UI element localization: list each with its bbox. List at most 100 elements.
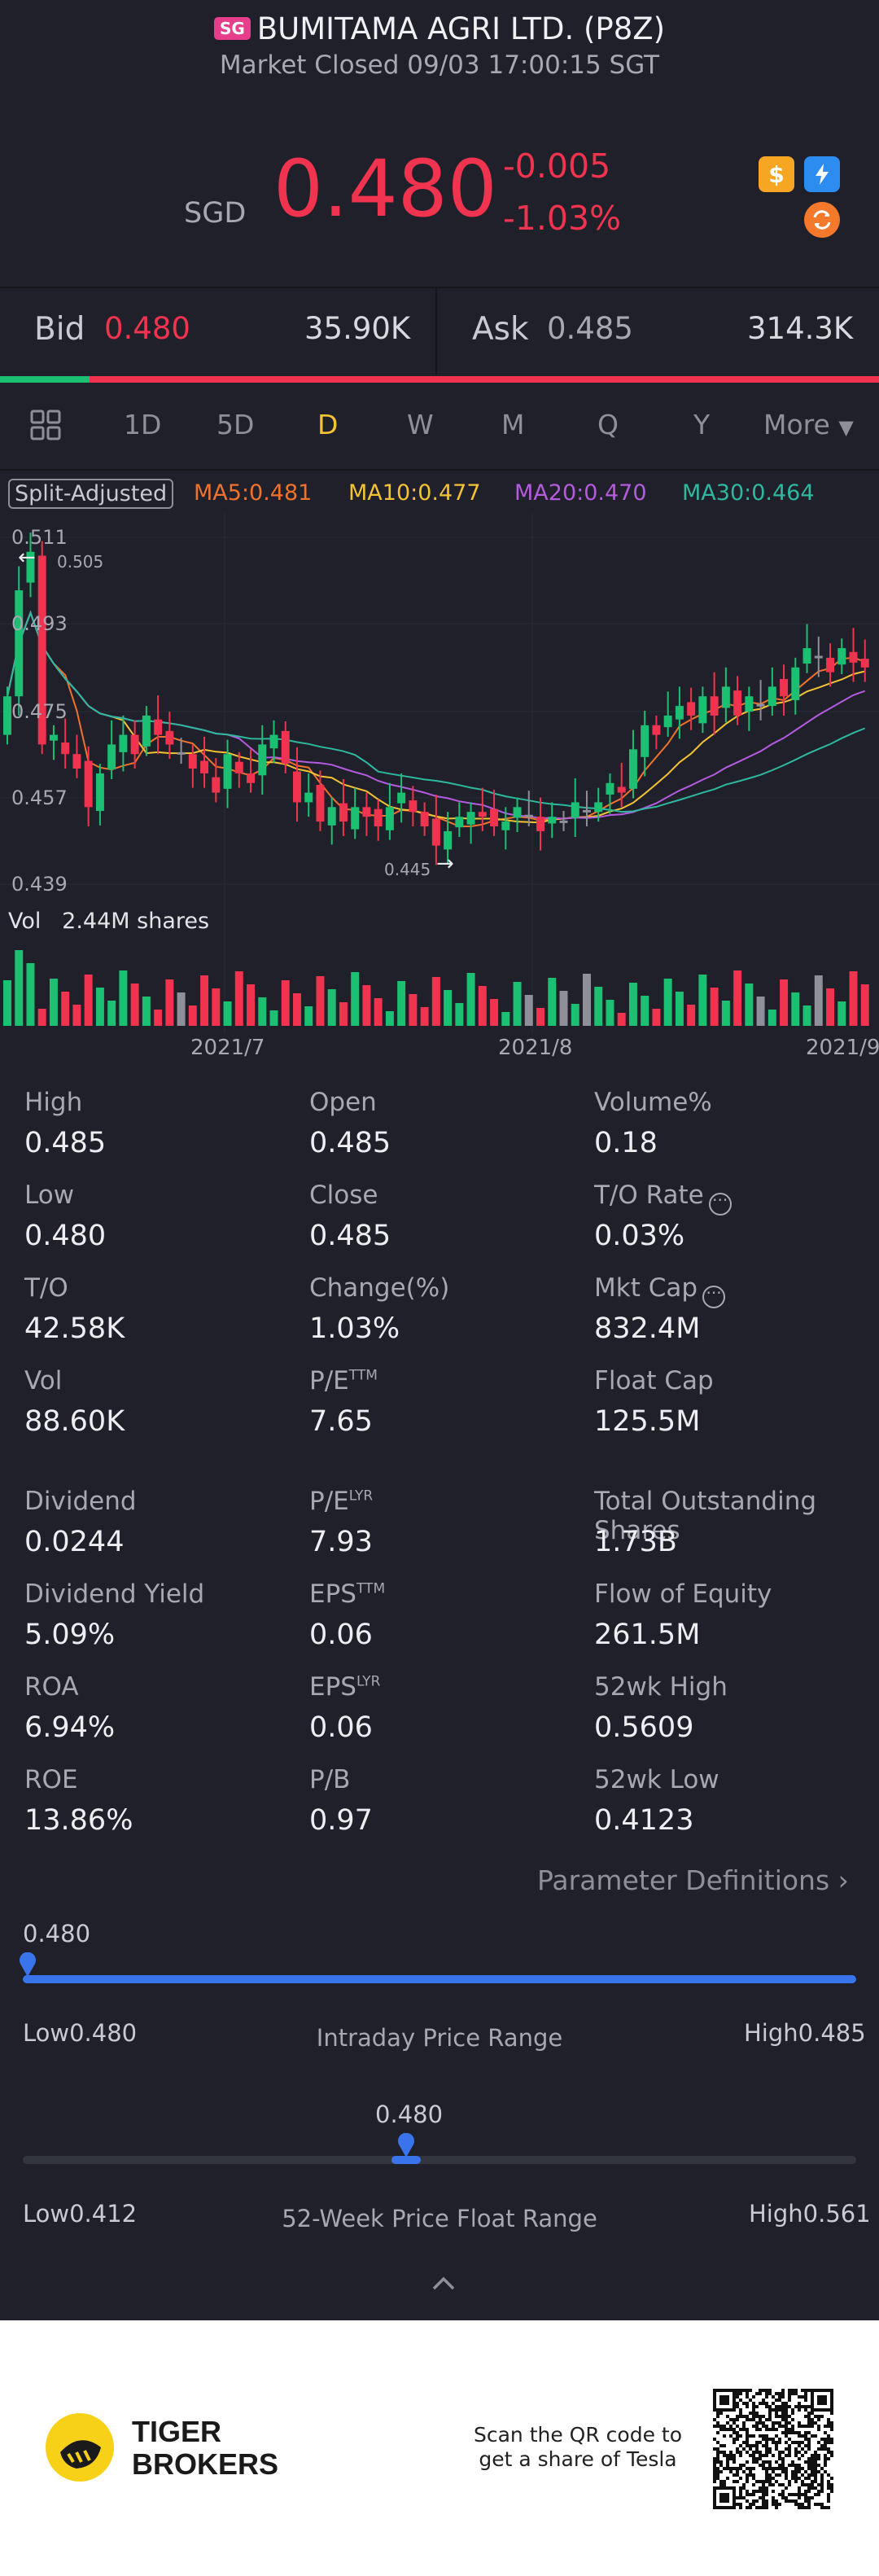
candle-body — [362, 807, 371, 817]
qr-module — [830, 2483, 833, 2486]
qr-module — [755, 2457, 759, 2460]
split-adjusted-toggle[interactable]: Split-Adjusted — [8, 479, 174, 509]
qr-module — [765, 2395, 768, 2399]
flash-icon[interactable] — [804, 156, 840, 192]
qr-module — [739, 2389, 742, 2392]
divider — [0, 287, 879, 288]
volume-bar — [165, 979, 174, 1026]
dollar-icon[interactable]: $ — [759, 156, 794, 192]
qr-module — [830, 2421, 833, 2425]
stat-value: 1.73B — [594, 1526, 677, 1558]
qr-module — [765, 2389, 768, 2392]
qr-module — [749, 2444, 752, 2447]
candle-body — [559, 820, 568, 823]
qr-module — [749, 2467, 752, 2470]
qr-module — [736, 2480, 739, 2483]
qr-module — [775, 2415, 778, 2418]
qr-module — [746, 2451, 749, 2454]
qr-module — [811, 2454, 814, 2457]
qr-module — [801, 2503, 804, 2506]
qr-module — [778, 2454, 781, 2457]
qr-module — [775, 2441, 778, 2444]
qr-module — [746, 2490, 749, 2493]
candle-body — [536, 817, 545, 831]
qr-module — [713, 2464, 716, 2467]
qr-module — [768, 2392, 772, 2395]
stat-value: 0.485 — [309, 1220, 391, 1252]
qr-module — [749, 2447, 752, 2451]
chevron-up-icon[interactable] — [431, 2275, 456, 2291]
volume-bar — [72, 1005, 81, 1026]
qr-module — [746, 2434, 749, 2438]
qr-module — [807, 2457, 811, 2460]
qr-module — [781, 2460, 785, 2464]
qr-module — [746, 2389, 749, 2392]
qr-module — [713, 2467, 716, 2470]
layout-grid-icon[interactable] — [29, 409, 62, 441]
qr-module — [827, 2457, 830, 2460]
qr-module — [729, 2428, 732, 2431]
qr-module — [807, 2441, 811, 2444]
tab-1d[interactable]: 1D — [124, 409, 162, 440]
qr-module — [752, 2454, 755, 2457]
qr-module — [765, 2506, 768, 2509]
tab-more[interactable]: More ▼ — [763, 409, 854, 440]
tab-5d[interactable]: 5D — [216, 409, 255, 440]
candle-body — [107, 744, 116, 770]
candlestick-chart[interactable] — [0, 513, 879, 1034]
qr-module — [824, 2425, 827, 2428]
parameter-definitions-link[interactable]: Parameter Definitions › — [537, 1864, 849, 1896]
intraday-range-track — [23, 1975, 856, 1983]
stat-label-superscript: LYR — [356, 1673, 381, 1690]
candle-body — [524, 814, 533, 817]
qr-module — [798, 2431, 801, 2434]
y-tick-label: 0.511 — [11, 526, 68, 549]
qr-module — [752, 2451, 755, 2454]
qr-module — [719, 2425, 723, 2428]
candle-body — [26, 551, 35, 583]
candle-body — [293, 771, 301, 803]
volume-bar — [420, 1007, 429, 1026]
volume-bar — [536, 1008, 545, 1026]
candle-body — [212, 777, 221, 793]
qr-module — [762, 2490, 765, 2493]
info-icon[interactable]: ··· — [702, 1285, 726, 1308]
qr-module — [719, 2470, 723, 2473]
volume-bar — [524, 995, 533, 1026]
candle-body — [327, 807, 336, 826]
tab-yearly[interactable]: Y — [693, 409, 711, 440]
qr-module — [788, 2428, 791, 2431]
stat-label: EPSTTM — [309, 1579, 385, 1609]
currency-label: SGD — [184, 197, 247, 230]
candle-body — [756, 703, 765, 707]
qr-module — [801, 2447, 804, 2451]
qr-module — [762, 2496, 765, 2499]
qr-module — [755, 2412, 759, 2415]
qr-code-icon[interactable] — [713, 2389, 833, 2509]
tab-quarterly[interactable]: Q — [597, 409, 619, 440]
candle-body — [548, 817, 557, 824]
volume-bar — [281, 980, 290, 1026]
qr-module — [817, 2418, 820, 2421]
qr-module — [820, 2438, 824, 2441]
qr-module — [778, 2421, 781, 2425]
qr-module — [755, 2392, 759, 2395]
qr-module — [746, 2431, 749, 2434]
qr-module — [716, 2454, 719, 2457]
info-icon[interactable]: ··· — [708, 1192, 732, 1216]
qr-module — [788, 2447, 791, 2451]
qr-module — [811, 2412, 814, 2415]
candle-body — [652, 725, 661, 735]
qr-module — [729, 2418, 732, 2421]
tab-daily[interactable]: D — [317, 409, 339, 440]
qr-module — [732, 2428, 736, 2431]
qr-module — [732, 2418, 736, 2421]
candle-body — [594, 802, 603, 813]
stat-label: High — [24, 1088, 82, 1117]
tab-weekly[interactable]: W — [407, 409, 434, 440]
tab-monthly[interactable]: M — [501, 409, 525, 440]
qr-module — [719, 2412, 723, 2415]
exchange-icon[interactable] — [804, 202, 840, 238]
qr-module — [814, 2486, 817, 2490]
qr-module — [820, 2490, 824, 2493]
